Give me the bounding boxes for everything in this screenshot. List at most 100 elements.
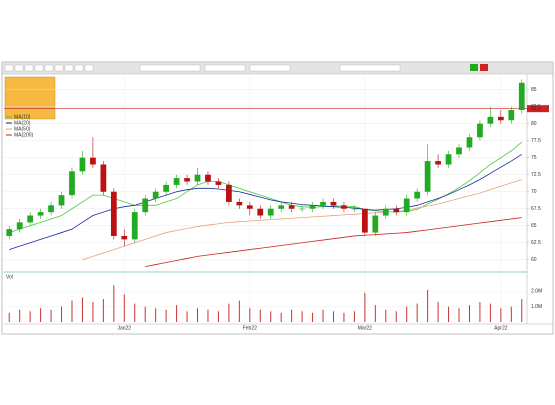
candle-body	[508, 110, 515, 121]
candle-body	[194, 174, 201, 182]
volume-bar	[238, 300, 240, 322]
x-tick-label: Feb22	[243, 325, 257, 331]
candle-body	[497, 116, 504, 121]
candle-body	[58, 195, 65, 206]
candle-body	[6, 229, 13, 236]
candle-body	[142, 198, 149, 213]
y-tick-label: 65	[531, 223, 537, 229]
volume-bar	[458, 308, 460, 322]
volume-bar	[427, 289, 429, 322]
price-badge	[527, 105, 549, 113]
candle-body	[320, 201, 326, 206]
y-tick-label: 62.5	[531, 240, 541, 246]
volume-bar	[249, 308, 251, 322]
y-tick-label: 60	[531, 257, 537, 263]
volume-title: Vol	[6, 274, 13, 280]
candle-body	[424, 161, 431, 192]
volume-bar	[448, 306, 450, 322]
volume-tick-label: 1.0M	[531, 304, 542, 310]
candle-body	[299, 208, 305, 210]
volume-bar	[113, 285, 115, 322]
volume-bar	[479, 302, 481, 322]
volume-bar	[19, 309, 21, 322]
volume-bar	[468, 305, 470, 322]
legend-label: MA(10)	[14, 114, 31, 120]
candle-body	[382, 208, 389, 216]
candle-body	[152, 191, 159, 199]
y-tick-label: 72.5	[531, 172, 541, 178]
volume-bar	[29, 311, 31, 322]
candle-body	[372, 215, 379, 233]
candle-body	[184, 178, 190, 182]
candle-body	[226, 184, 232, 202]
volume-bar	[353, 311, 355, 322]
window-frame	[1, 61, 554, 335]
ma-line	[145, 217, 522, 267]
volume-bar	[123, 294, 125, 322]
candle-body	[361, 208, 368, 233]
volume-bar	[500, 308, 502, 322]
ma-line	[9, 141, 523, 233]
volume-bar	[364, 292, 366, 322]
volume-bar	[228, 303, 230, 322]
legend-label: MA(50)	[14, 126, 31, 132]
volume-bar	[217, 311, 219, 322]
candle-body	[257, 208, 264, 216]
volume-bar	[8, 312, 10, 322]
toolbar-icon[interactable]	[480, 64, 488, 71]
candle-body	[163, 184, 170, 192]
candle-body	[37, 212, 44, 216]
volume-bar	[521, 299, 523, 322]
candle-body	[131, 212, 138, 240]
volume-tick-label: 2.0M	[531, 289, 542, 295]
candle-body	[69, 171, 75, 196]
candle-body	[16, 222, 23, 230]
x-tick-label: Jan22	[117, 325, 131, 331]
toolbar-buttons[interactable]	[4, 64, 401, 72]
candle-body	[90, 157, 96, 165]
volume-bar	[510, 306, 512, 322]
volume-bar	[144, 306, 146, 322]
candle-body	[477, 123, 483, 138]
candle-body	[246, 205, 253, 209]
candle-body	[487, 116, 494, 124]
candle-body	[48, 205, 54, 213]
candle-body	[393, 208, 400, 213]
candle-body	[110, 191, 117, 236]
candle-body	[205, 174, 211, 182]
candle-body	[435, 161, 441, 165]
volume-bar	[102, 299, 104, 322]
candle-body	[236, 201, 243, 206]
candle-body	[267, 208, 274, 216]
candle-body	[173, 178, 180, 185]
volume-bar	[385, 309, 387, 322]
volume-bar	[50, 309, 52, 322]
volume-bar	[343, 312, 345, 322]
volume-bar	[291, 309, 293, 322]
info-box	[4, 76, 56, 120]
volume-bar	[197, 308, 199, 322]
candle-body	[79, 157, 86, 172]
candle-body	[445, 154, 452, 165]
y-tick-label: 75	[531, 155, 537, 161]
candle-body	[121, 235, 128, 240]
volume-bar	[406, 306, 408, 322]
candle-body	[278, 205, 285, 209]
legend-label: MA(200)	[14, 132, 34, 138]
volume-bar	[416, 303, 418, 322]
candle-body	[456, 147, 462, 155]
volume-bar	[61, 306, 63, 322]
x-tick-label: Mar22	[358, 325, 372, 331]
toolbar-icon[interactable]	[470, 64, 478, 71]
candle-body	[288, 205, 295, 209]
x-tick-label: Apr22	[494, 325, 508, 331]
volume-bar	[176, 305, 178, 322]
volume-bar	[332, 311, 334, 322]
volume-bar	[322, 309, 324, 322]
y-tick-label: 67.5	[531, 206, 541, 212]
volume-bar	[71, 300, 73, 322]
volume-bar	[259, 309, 261, 322]
price-line-label: 82.2	[531, 106, 541, 112]
volume-bar	[155, 308, 157, 322]
